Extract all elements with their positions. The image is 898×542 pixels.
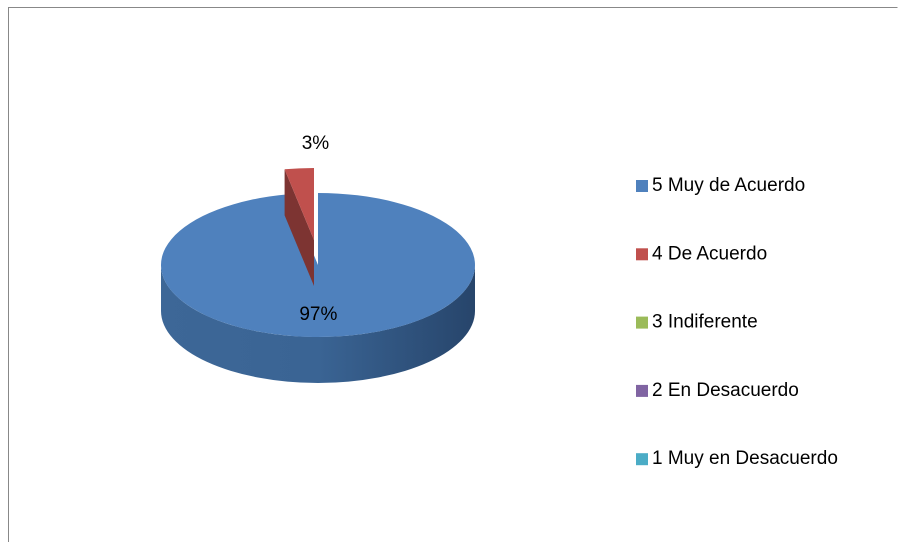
legend-label: 2 En Desacuerdo xyxy=(652,380,799,401)
data-label: 97% xyxy=(299,304,337,325)
slice-top xyxy=(160,193,475,337)
legend-swatch xyxy=(636,248,648,261)
slice-top xyxy=(284,168,314,240)
data-label: 3% xyxy=(302,133,330,154)
legend-swatch xyxy=(636,384,648,397)
slice-wall xyxy=(284,169,314,286)
legend-swatch xyxy=(636,316,648,329)
legend-label: 4 De Acuerdo xyxy=(652,243,767,264)
slice-side xyxy=(161,265,475,383)
legend-swatch xyxy=(636,180,648,192)
slice xyxy=(284,168,314,286)
slice xyxy=(160,193,475,383)
pie: 97% 3% xyxy=(160,133,475,383)
legend-label: 5 Muy de Acuerdo xyxy=(652,175,805,196)
legend-label: 3 Indiferente xyxy=(652,312,758,333)
chart-frame xyxy=(8,7,898,542)
legend-label: 1 Muy en Desacuerdo xyxy=(652,448,838,469)
legend-swatch xyxy=(636,453,648,466)
legend: 5 Muy de Acuerdo 4 De Acuerdo 3 Indiferent… xyxy=(636,175,838,469)
